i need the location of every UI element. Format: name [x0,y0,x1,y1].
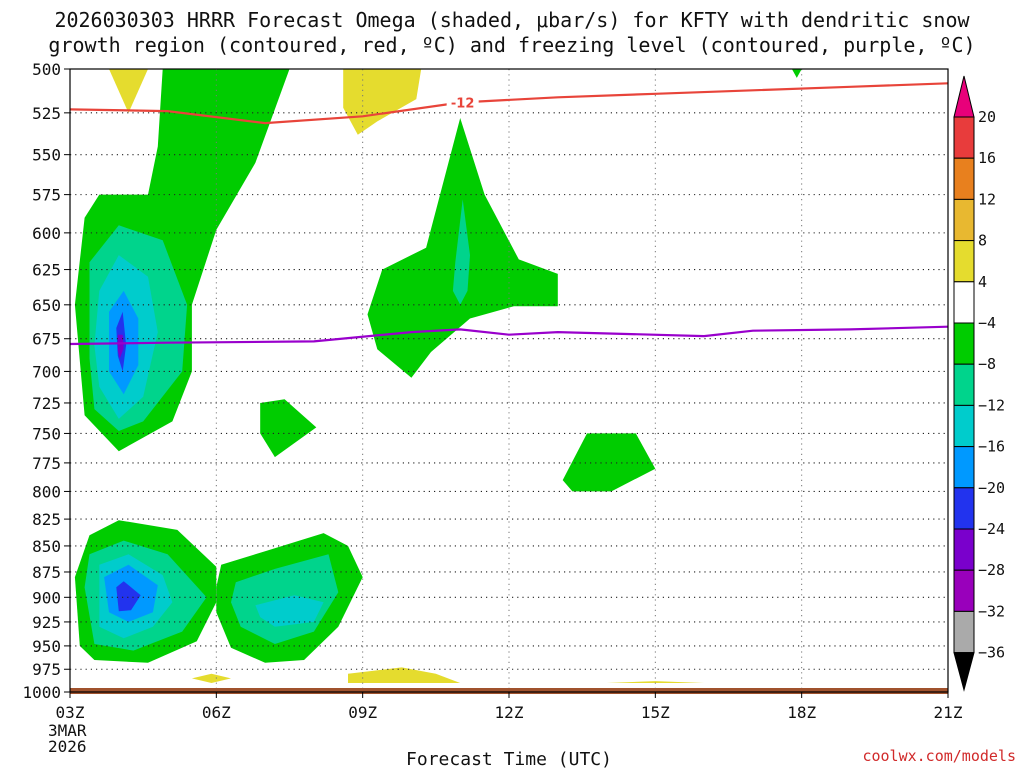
x-start-date-label: 2026 [48,737,87,756]
x-tick-label: 15Z [641,703,670,722]
omega-region-violet [117,334,124,359]
y-axis: 500 525 550 575 600 625 650 675 700 725 750 775 800 8… [22,60,70,702]
colorbar-segment [953,528,975,571]
colorbar-segment [953,363,975,406]
omega-region-yellow [343,69,422,135]
colorbar-level-label: 12 [978,190,996,208]
colorbar-segment [953,569,975,612]
colorbar-level-label: −4 [978,314,996,332]
colorbar-level-label: 8 [978,232,987,250]
x-axis-label: Forecast Time (UTC) [406,749,612,768]
colorbar-segment [953,198,975,242]
y-tick-label: 775 [32,454,61,473]
omega-shading [74,69,802,683]
colorbar-level-label: −28 [978,561,1005,579]
y-tick-label: 675 [32,330,61,349]
colorbar-segment [953,610,975,654]
colorbar-segment [953,322,975,365]
colorbar-level-label: −12 [978,396,1005,414]
dgz-contour-line [69,82,949,125]
colorbar-level-label: −24 [978,520,1005,538]
omega-region-green [260,399,317,458]
colorbar-segment [953,116,975,159]
y-tick-label: 875 [32,563,61,582]
omega-region-teal_green [452,199,470,305]
y-tick-label: 925 [32,613,61,632]
colorbar-level-label: 4 [978,273,987,291]
y-tick-label: 825 [32,510,61,529]
colorbar-level-label: −32 [978,602,1005,620]
colorbar-segment [953,240,975,283]
y-tick-label: 900 [32,588,61,607]
x-tick-label: 06Z [202,703,231,722]
y-tick-label: 1000 [22,683,61,702]
colorbar-level-label: −16 [978,438,1005,456]
credit-link[interactable]: coolwx.com/models [862,747,1016,765]
y-tick-label: 950 [32,637,61,656]
y-tick-label: 850 [32,537,61,556]
colorbar: 20 16 12 8 4 −4 −8 −12 −16 −20 −24 −28 −32 −36 [953,75,1005,692]
ground-surface [70,688,948,694]
y-tick-label: 550 [32,146,61,165]
x-tick-label: 18Z [787,703,816,722]
y-tick-label: 650 [32,296,61,315]
x-tick-label: 21Z [934,703,963,722]
y-tick-label: 800 [32,482,61,501]
dgz-contour-label: -12 [451,97,475,112]
y-tick-label: 625 [32,261,61,280]
omega-region-deep_blue [116,581,141,612]
colorbar-level-label: −20 [978,479,1005,497]
colorbar-segment [953,446,975,489]
y-tick-label: 700 [32,362,61,381]
chart-title: 2026030303 HRRR Forecast Omega (shaded, … [48,8,976,57]
y-tick-label: 525 [32,104,61,123]
colorbar-top-arrow [953,75,975,118]
colorbar-segment [953,404,975,448]
colorbar-level-label: −8 [978,355,996,373]
y-tick-label: 500 [32,60,61,79]
omega-region-cyan [255,595,324,627]
omega-region-green [791,69,802,78]
y-tick-label: 975 [32,660,61,679]
colorbar-level-label: −36 [978,644,1005,662]
x-tick-label: 03Z [56,703,85,722]
x-tick-label: 09Z [348,703,377,722]
colorbar-segment [953,487,975,530]
omega-region-yellow [191,673,231,683]
y-tick-label: 750 [32,424,61,443]
y-tick-label: 600 [32,224,61,243]
omega-region-yellow [348,667,461,683]
contour-lines: -12 [69,82,949,346]
omega-region-yellow [109,69,148,113]
colorbar-bottom-arrow [953,652,975,692]
omega-region-green [562,433,656,492]
colorbar-level-label: 20 [978,108,996,126]
colorbar-segment [953,281,975,324]
ground-strip [70,688,948,694]
y-tick-label: 725 [32,394,61,413]
omega-region-yellow [606,681,705,683]
freezing-level-line [69,325,949,346]
colorbar-level-label: 16 [978,149,996,167]
colorbar-segment [953,157,975,200]
contour-label-bg [446,94,479,110]
x-start-date-label: 3MAR [48,721,87,740]
x-tick-label: 12Z [495,703,524,722]
y-tick-label: 575 [32,186,61,205]
